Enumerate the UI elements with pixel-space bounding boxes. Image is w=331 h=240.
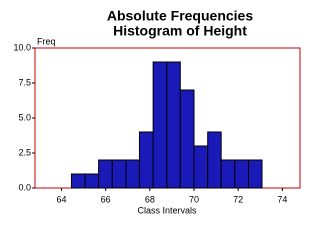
bar bbox=[111, 159, 127, 189]
x-tick-label: 66 bbox=[101, 194, 111, 204]
bar bbox=[138, 131, 154, 189]
y-tick-label: 2.5 bbox=[18, 147, 31, 157]
y-tick-label: 10.0 bbox=[13, 42, 31, 52]
y-tick-label: 0.0 bbox=[18, 182, 31, 192]
bar bbox=[220, 159, 236, 189]
bar bbox=[234, 159, 250, 189]
chart: Absolute Frequencies Histogram of Height… bbox=[13, 8, 301, 215]
chart-title: Histogram of Height bbox=[113, 23, 247, 39]
bar bbox=[152, 61, 168, 189]
y-tick-label: 7.5 bbox=[18, 77, 31, 87]
x-tick-label: 64 bbox=[56, 194, 66, 204]
x-tick-label: 70 bbox=[189, 194, 199, 204]
bar bbox=[70, 173, 86, 189]
bar bbox=[98, 159, 113, 189]
x-tick-label: 74 bbox=[277, 194, 287, 204]
bar bbox=[84, 173, 100, 189]
bar bbox=[125, 159, 140, 189]
y-tick-label: 5.0 bbox=[18, 112, 31, 122]
bar bbox=[166, 61, 181, 189]
bar bbox=[207, 131, 222, 189]
bar bbox=[179, 89, 195, 189]
bar bbox=[193, 145, 209, 189]
bar bbox=[248, 159, 263, 189]
y-axis-label: Freq bbox=[37, 36, 56, 46]
x-tick-label: 68 bbox=[145, 194, 155, 204]
x-tick-label: 72 bbox=[233, 194, 243, 204]
chart-title: Absolute Frequencies bbox=[107, 8, 253, 24]
x-axis-label: Class Intervals bbox=[137, 205, 197, 215]
